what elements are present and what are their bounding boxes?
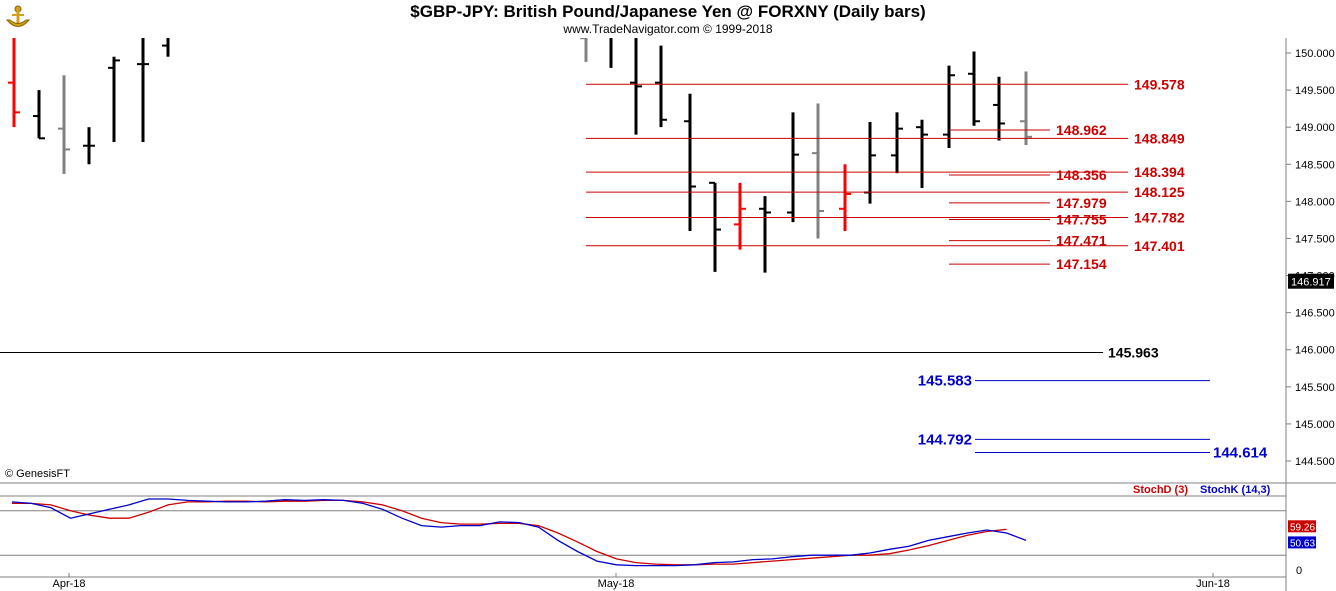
ohlc-bar — [968, 51, 980, 126]
ohlc-bar — [916, 119, 928, 189]
ohlc-bar — [864, 121, 876, 204]
x-tick-label: May-18 — [598, 578, 635, 590]
ohlc-bar — [891, 112, 903, 174]
stochd-last-label: 59.26 — [1290, 522, 1315, 533]
stochd-badge — [1288, 520, 1316, 533]
level-label: 148.849 — [1134, 130, 1185, 146]
osc-series-line — [12, 499, 1007, 566]
level-label: 147.979 — [1056, 195, 1107, 211]
ohlc-bar — [580, 38, 588, 62]
price-axis-panel — [1286, 38, 1336, 483]
ohlc-bar — [630, 38, 642, 135]
ohlc-bar — [1020, 71, 1032, 145]
level-label: 144.614 — [1213, 445, 1268, 462]
chart-header: $GBP-JPY: British Pound/Japanese Yen @ F… — [0, 0, 1336, 38]
ohlc-bar — [83, 127, 95, 165]
ohlc-bar — [33, 90, 45, 140]
chart-subtitle: www.TradeNavigator.com © 1999-2018 — [563, 22, 773, 36]
y-tick-label: 146.500 — [1295, 308, 1335, 320]
level-label: 148.962 — [1056, 122, 1107, 138]
level-label: 147.471 — [1056, 233, 1107, 249]
stochk-last-label: 50.63 — [1290, 538, 1315, 549]
y-tick-label: 146.000 — [1295, 345, 1335, 357]
y-tick-label: 145.500 — [1295, 382, 1335, 394]
level-label: 147.401 — [1134, 238, 1185, 254]
ohlc-bar — [609, 38, 613, 68]
y-tick-label: 144.500 — [1295, 456, 1335, 468]
level-label: 149.578 — [1134, 76, 1185, 92]
osc-series-line — [11, 498, 1027, 567]
ohlc-bar — [108, 56, 120, 143]
level-label: 144.792 — [918, 431, 972, 448]
ohlc-bar — [812, 103, 824, 239]
x-tick-label: Apr-18 — [52, 578, 85, 590]
x-tick-label: Jun-18 — [1196, 578, 1230, 590]
ohlc-bar — [787, 112, 799, 223]
y-tick-label: 148.500 — [1295, 159, 1335, 171]
level-label: 145.583 — [918, 373, 972, 390]
last-price-label: 146.917 — [1291, 277, 1331, 289]
legend-stochk: StochK (14,3) — [1200, 484, 1271, 496]
ohlc-bar — [58, 75, 70, 174]
y-tick-label: 149.500 — [1295, 85, 1335, 97]
level-label: 147.755 — [1056, 212, 1107, 228]
ohlc-bar — [655, 45, 667, 128]
ohlc-bar — [759, 196, 771, 273]
y-tick-label: 145.000 — [1295, 419, 1335, 431]
last-price-badge — [1288, 273, 1334, 289]
level-label: 147.154 — [1056, 256, 1107, 272]
ohlc-bar — [993, 76, 1005, 141]
ohlc-bar — [709, 181, 721, 272]
y-tick-label: 149.000 — [1295, 122, 1335, 134]
price-bars — [8, 38, 1032, 273]
y-tick-label: 150.000 — [1295, 48, 1335, 60]
ohlc-bar — [839, 164, 851, 232]
ohlc-bar — [734, 182, 746, 250]
ohlc-bar — [162, 38, 170, 57]
ohlc-bar — [137, 38, 149, 143]
level-label: 145.963 — [1108, 344, 1159, 360]
level-label: 148.125 — [1134, 184, 1185, 200]
ohlc-bar — [684, 93, 696, 232]
ohlc-bar — [8, 38, 20, 128]
y-tick-label: 148.000 — [1295, 196, 1335, 208]
osc-tick-label: 0 — [1296, 565, 1302, 577]
y-tick-label: 147.500 — [1295, 233, 1335, 245]
legend-stochd: StochD (3) — [1133, 484, 1188, 496]
level-label: 147.782 — [1134, 210, 1185, 226]
genesis-logo — [4, 3, 32, 31]
ohlc-bar — [943, 65, 955, 148]
chart-title: $GBP-JPY: British Pound/Japanese Yen @ F… — [410, 2, 926, 21]
level-label: 148.394 — [1134, 164, 1185, 180]
stochk-badge — [1288, 536, 1316, 549]
copyright-label: © GenesisFT — [5, 468, 70, 480]
level-label: 148.356 — [1056, 167, 1107, 183]
